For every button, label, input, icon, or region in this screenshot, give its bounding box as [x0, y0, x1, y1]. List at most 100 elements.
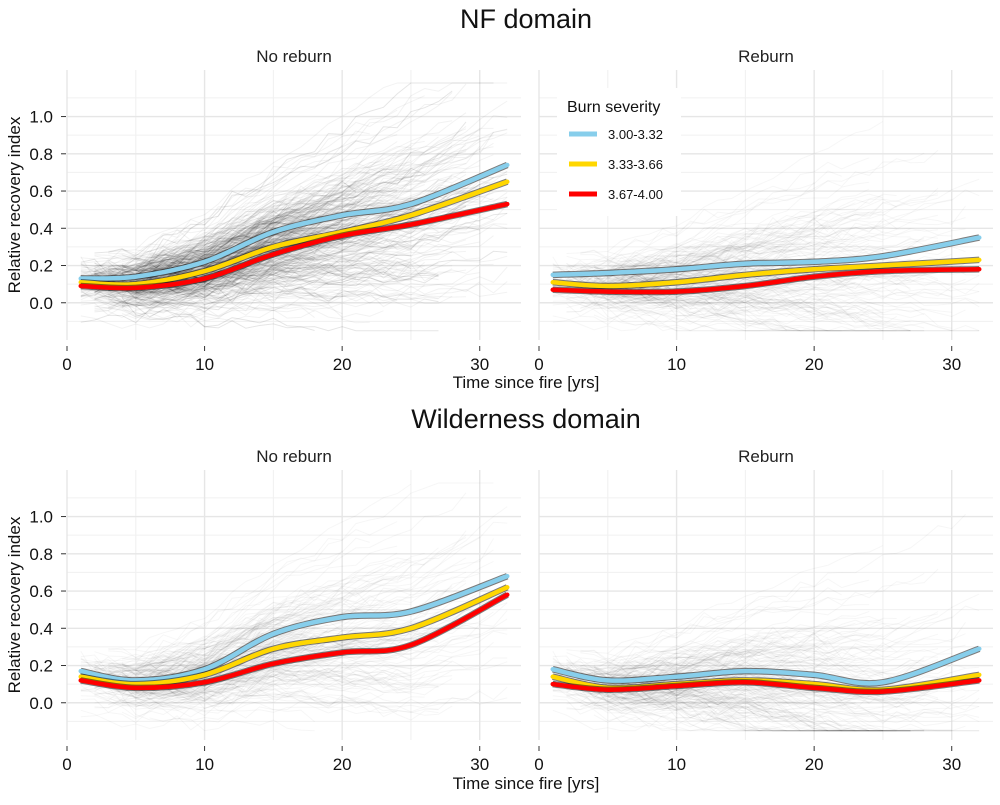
trajectory-line	[121, 200, 288, 274]
facet-title: Reburn	[738, 47, 794, 66]
trajectory-line	[135, 141, 453, 272]
trajectory-line	[149, 193, 315, 272]
trajectory-line	[80, 82, 494, 288]
trajectory-line	[135, 131, 494, 265]
trajectory-line	[135, 249, 371, 292]
series-line-3.33-3.66	[78, 585, 510, 687]
y-tick-label: 1.0	[29, 508, 53, 527]
trajectory-line	[107, 167, 425, 282]
x-tick-label: 30	[470, 755, 489, 774]
trajectory-line	[80, 92, 453, 285]
legend-label: 3.00-3.32	[608, 127, 663, 142]
trajectory-line	[94, 264, 343, 307]
trajectory-line	[121, 189, 398, 265]
trajectory-line	[135, 243, 343, 298]
y-axis-title: Relative recovery index	[5, 116, 24, 293]
trajectory-line	[94, 305, 370, 324]
trajectory-line	[80, 265, 453, 300]
trajectory-line	[108, 250, 508, 309]
trajectory-line	[108, 267, 343, 296]
trajectory-line	[149, 197, 412, 261]
facet-title: No reburn	[256, 447, 332, 466]
trajectory-line	[108, 83, 467, 252]
trajectory-line	[80, 245, 398, 308]
trajectory-line	[107, 283, 274, 306]
trajectory-line	[135, 146, 453, 285]
y-tick-label: 0.0	[29, 694, 53, 713]
trajectory-line	[94, 149, 371, 283]
trajectory-line	[94, 289, 315, 318]
trajectory-line	[149, 272, 480, 288]
trajectory-line	[108, 250, 508, 309]
trajectory-line	[135, 289, 467, 313]
legend-label: 3.33-3.66	[608, 157, 663, 172]
trajectory-line	[94, 178, 288, 269]
trajectory-line	[94, 169, 370, 269]
trajectory-line	[149, 146, 494, 284]
trajectory-line	[121, 254, 329, 298]
trajectory-line	[135, 208, 329, 272]
trajectory-line	[135, 171, 467, 281]
trajectory-line	[94, 145, 481, 307]
trajectory-line	[80, 214, 329, 273]
trajectory-line	[135, 241, 480, 302]
trajectory-line	[149, 196, 384, 257]
trajectory-line	[121, 200, 329, 283]
trajectory-line	[149, 212, 508, 304]
series-line-3.67-4.00	[78, 201, 510, 291]
trajectory-line	[80, 285, 439, 332]
series-line-3.00-3.32	[78, 573, 510, 683]
trajectory-line	[80, 262, 274, 296]
legend: Burn severity 3.00-3.32 3.33-3.66 3.67-4.00	[557, 88, 681, 216]
trajectory-line	[135, 235, 494, 265]
trajectory-line	[108, 162, 467, 260]
y-tick-label: 0.4	[29, 219, 53, 238]
trajectory-line	[94, 196, 274, 273]
series-line-3.33-3.66	[78, 179, 510, 287]
trajectory-line	[149, 212, 508, 304]
trajectory-line	[149, 222, 370, 269]
trajectory-cloud	[553, 514, 979, 730]
trajectory-line	[108, 229, 274, 276]
trajectory-line	[553, 514, 966, 682]
trajectory-line	[149, 239, 467, 291]
trajectory-line	[121, 265, 425, 311]
trajectory-line	[94, 268, 412, 304]
trajectory-line	[80, 120, 453, 280]
trajectory-line	[94, 159, 412, 290]
x-tick-label: 20	[805, 755, 824, 774]
trajectory-line	[94, 289, 384, 318]
y-tick-label: 0.6	[29, 182, 53, 201]
section-title: NF domain	[460, 4, 592, 34]
trajectory-line	[80, 206, 274, 280]
x-tick-label: 10	[195, 755, 214, 774]
series-line-3.00-3.32	[550, 646, 982, 686]
trajectory-line	[121, 180, 357, 274]
trajectory-line	[135, 162, 384, 283]
facet-title: No reburn	[256, 47, 332, 66]
trajectory-line	[149, 284, 453, 308]
trajectory-line	[80, 290, 343, 319]
trajectory-line	[121, 261, 426, 299]
series-line-3.67-4.00	[78, 592, 510, 691]
trajectory-line	[108, 195, 343, 271]
trajectory-line	[107, 167, 425, 282]
trajectory-line	[108, 266, 288, 297]
trajectory-line	[149, 282, 343, 304]
trajectory-line	[94, 142, 494, 275]
x-tick-label: 20	[333, 755, 352, 774]
trajectory-line	[149, 148, 425, 281]
x-tick-label: 10	[667, 355, 686, 374]
trajectory-line	[135, 244, 357, 274]
x-tick-label: 0	[62, 355, 71, 374]
trajectory-line	[135, 248, 439, 296]
trajectory-line	[121, 121, 467, 290]
trajectory-line	[94, 173, 508, 282]
trajectory-line	[94, 130, 370, 273]
legend-label: 3.67-4.00	[608, 187, 663, 202]
series-line-3.33-3.66	[550, 257, 982, 289]
x-tick-label: 20	[333, 355, 352, 374]
trajectory-line	[121, 200, 329, 283]
trajectory-line	[108, 82, 508, 291]
